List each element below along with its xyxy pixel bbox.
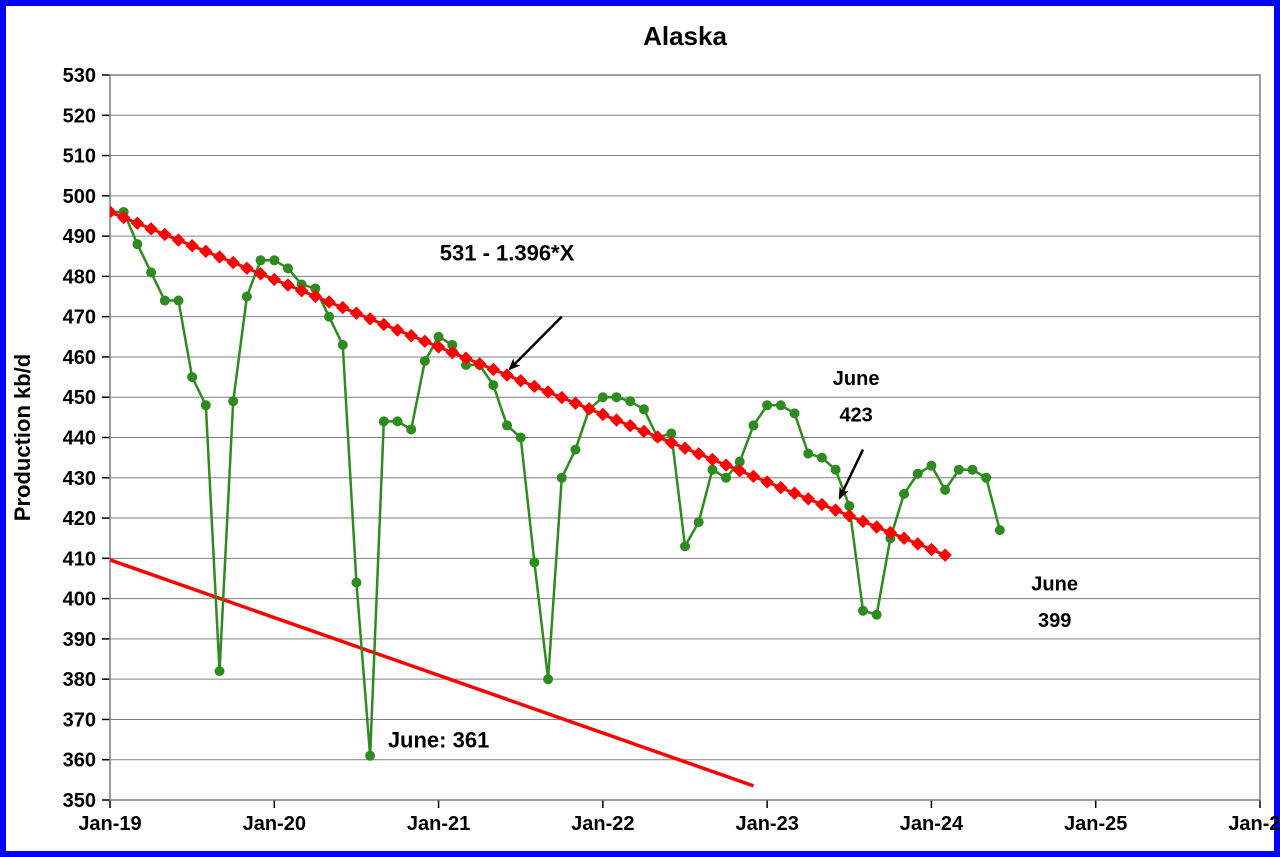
production-marker [160, 296, 169, 305]
y-tick-label: 520 [63, 105, 96, 127]
y-tick-label: 450 [63, 387, 96, 409]
production-marker [516, 433, 525, 442]
y-tick-label: 410 [63, 548, 96, 570]
y-tick-label: 360 [63, 750, 96, 772]
production-marker [817, 453, 826, 462]
x-tick-label: Jan-23 [735, 813, 798, 835]
y-axis-label: Production kb/d [10, 354, 35, 521]
production-marker [283, 264, 292, 273]
production-marker [215, 667, 224, 676]
y-tick-label: 490 [63, 226, 96, 248]
production-marker [133, 240, 142, 249]
production-marker [366, 751, 375, 760]
annotation-june423b: 423 [839, 404, 872, 426]
production-marker [530, 558, 539, 567]
production-marker [407, 425, 416, 434]
production-marker [995, 526, 1004, 535]
production-marker [503, 421, 512, 430]
y-tick-label: 530 [63, 65, 96, 87]
y-tick-label: 470 [63, 307, 96, 329]
production-marker [776, 401, 785, 410]
y-tick-label: 500 [63, 186, 96, 208]
production-marker [229, 397, 238, 406]
y-tick-label: 350 [63, 790, 96, 812]
y-tick-label: 370 [63, 709, 96, 731]
production-marker [434, 332, 443, 341]
production-marker [708, 465, 717, 474]
production-marker [749, 421, 758, 430]
production-marker [954, 465, 963, 474]
y-tick-label: 480 [63, 266, 96, 288]
production-marker [420, 356, 429, 365]
y-tick-label: 510 [63, 146, 96, 168]
annotation-june361: June: 361 [388, 728, 490, 753]
annotation-formula: 531 - 1.396*X [440, 240, 575, 265]
y-tick-label: 400 [63, 589, 96, 611]
production-marker [325, 312, 334, 321]
production-marker [626, 397, 635, 406]
production-marker [694, 518, 703, 527]
production-marker [790, 409, 799, 418]
annotation-june399a: June [1031, 574, 1078, 596]
production-marker [393, 417, 402, 426]
x-tick-label: Jan-20 [243, 813, 306, 835]
production-marker [858, 606, 867, 615]
production-marker [147, 268, 156, 277]
x-tick-label: Jan-25 [1064, 813, 1127, 835]
chart-svg: Alaska 350 360 370 380 390 400 410 420 430 440 450 4… [0, 0, 1280, 857]
production-marker [927, 461, 936, 470]
chart-container: Alaska 350 360 370 380 390 400 410 420 430 440 450 4… [0, 0, 1280, 857]
production-marker [188, 373, 197, 382]
production-marker [872, 610, 881, 619]
y-tick-label: 430 [63, 468, 96, 490]
production-marker [489, 381, 498, 390]
y-tick-label: 460 [63, 347, 96, 369]
production-marker [968, 465, 977, 474]
x-tick-label: Jan-22 [571, 813, 634, 835]
x-tick-label: Jan-24 [900, 813, 964, 835]
y-tick-label: 380 [63, 669, 96, 691]
production-marker [256, 256, 265, 265]
x-tick-label: Jan-21 [407, 813, 470, 835]
x-tick-label: Jan-19 [78, 813, 141, 835]
production-marker [639, 405, 648, 414]
production-marker [557, 473, 566, 482]
production-marker [201, 401, 210, 410]
production-marker [763, 401, 772, 410]
y-tick-label: 420 [63, 508, 96, 530]
chart-title: Alaska [643, 21, 727, 51]
production-marker [598, 393, 607, 402]
annotation-june399b: 399 [1038, 610, 1071, 632]
production-marker [544, 675, 553, 684]
production-marker [831, 465, 840, 474]
y-tick-label: 390 [63, 629, 96, 651]
production-marker [612, 393, 621, 402]
production-marker [681, 542, 690, 551]
production-marker [913, 469, 922, 478]
production-marker [338, 340, 347, 349]
production-marker [379, 417, 388, 426]
production-marker [722, 473, 731, 482]
production-marker [174, 296, 183, 305]
x-tick-label: Jan-26 [1228, 813, 1280, 835]
annotation-june423a: June [833, 368, 880, 390]
production-marker [270, 256, 279, 265]
production-marker [242, 292, 251, 301]
production-marker [352, 578, 361, 587]
production-marker [941, 485, 950, 494]
production-marker [571, 445, 580, 454]
production-marker [900, 489, 909, 498]
production-marker [982, 473, 991, 482]
production-marker [804, 449, 813, 458]
y-tick-label: 440 [63, 428, 96, 450]
